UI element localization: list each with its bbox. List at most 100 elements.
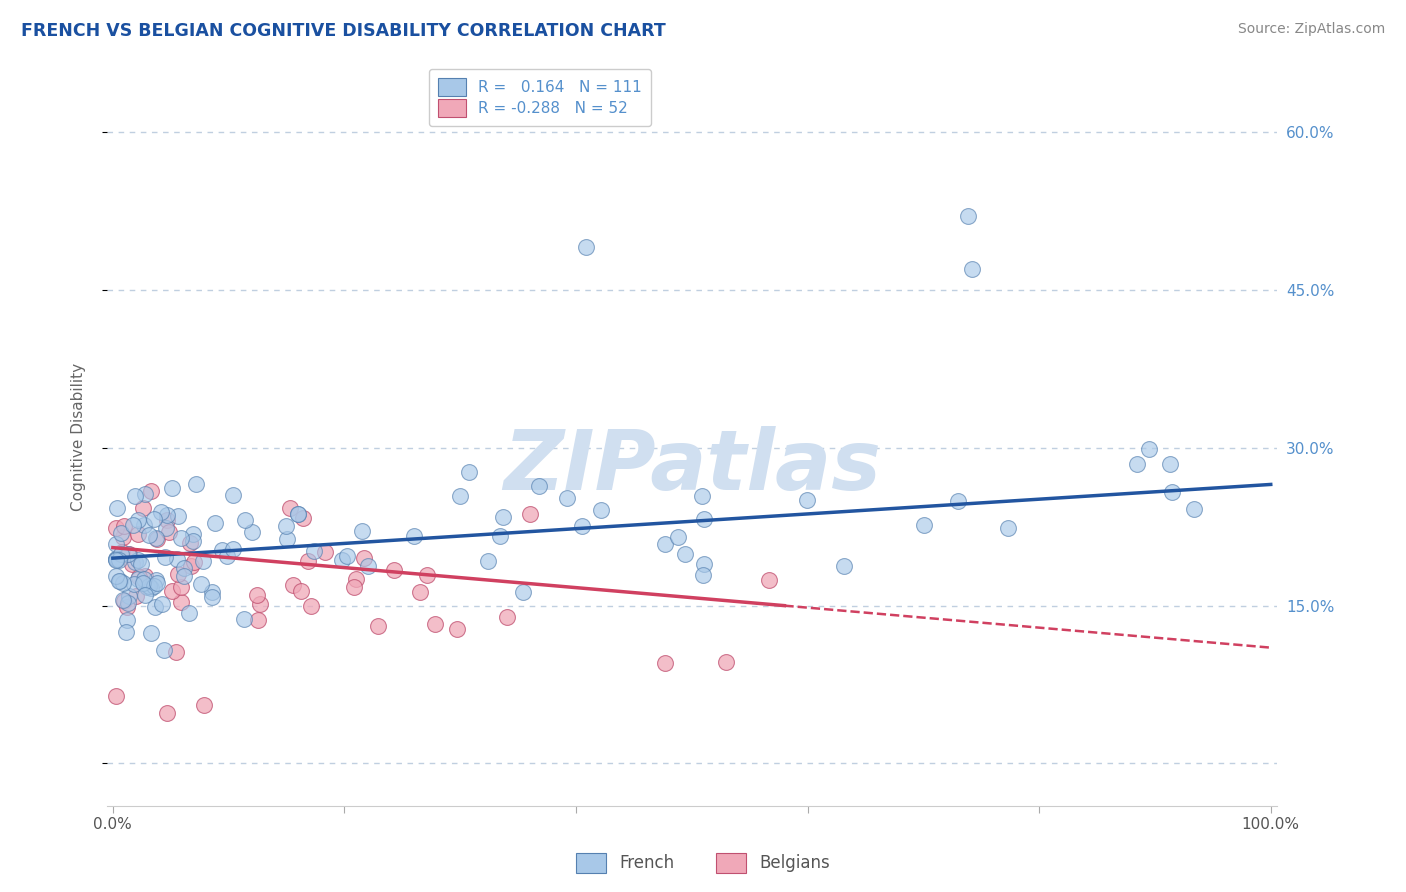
Point — [145, 531, 167, 545]
Point — [150, 597, 173, 611]
Point — [108, 574, 131, 589]
Point — [166, 567, 188, 582]
Point — [233, 612, 256, 626]
Point — [105, 552, 128, 566]
Point — [105, 690, 128, 704]
Point — [832, 558, 855, 573]
Point — [529, 478, 551, 492]
Point — [204, 516, 226, 530]
Point — [222, 541, 245, 556]
Point — [193, 554, 215, 568]
Point — [129, 557, 152, 571]
Point — [353, 551, 375, 566]
Point — [190, 577, 212, 591]
Text: ZIPatlas: ZIPatlas — [503, 426, 880, 507]
Point — [105, 553, 128, 567]
Point — [105, 552, 128, 566]
Point — [111, 530, 134, 544]
Point — [124, 555, 146, 569]
Point — [112, 519, 135, 533]
Point — [758, 573, 780, 587]
Point — [692, 567, 714, 582]
Point — [121, 557, 143, 571]
Point — [367, 619, 389, 633]
Point — [127, 553, 149, 567]
Point — [246, 613, 269, 627]
Point — [382, 563, 405, 577]
Point — [177, 606, 200, 620]
Point — [127, 573, 149, 587]
Point — [146, 532, 169, 546]
Point — [314, 545, 336, 559]
Point — [477, 553, 499, 567]
Point — [591, 503, 613, 517]
Point — [105, 569, 128, 583]
Point — [489, 529, 512, 543]
Point — [425, 617, 447, 632]
Point — [297, 553, 319, 567]
Point — [249, 598, 271, 612]
Point — [446, 622, 468, 636]
Point — [105, 552, 128, 566]
Y-axis label: Cognitive Disability: Cognitive Disability — [72, 363, 86, 511]
Point — [118, 548, 141, 562]
Point — [458, 465, 481, 479]
Point — [211, 543, 233, 558]
Point — [555, 491, 578, 506]
Point — [946, 493, 969, 508]
Point — [155, 550, 177, 565]
Point — [1182, 501, 1205, 516]
Point — [170, 595, 193, 609]
Point — [118, 589, 141, 603]
Point — [143, 600, 166, 615]
Point — [156, 706, 179, 720]
Point — [124, 589, 146, 603]
Point — [278, 500, 301, 515]
Point — [512, 584, 534, 599]
Point — [221, 488, 243, 502]
Point — [146, 575, 169, 590]
Point — [304, 544, 326, 558]
Point — [287, 507, 309, 521]
Point — [111, 575, 134, 590]
Point — [233, 513, 256, 527]
Point — [183, 555, 205, 569]
Point — [492, 510, 515, 524]
Point — [343, 580, 366, 594]
Point — [107, 574, 129, 589]
Point — [416, 567, 439, 582]
Point — [141, 626, 163, 640]
Point — [169, 531, 191, 545]
Point — [1137, 442, 1160, 456]
Point — [127, 513, 149, 527]
Point — [796, 492, 818, 507]
Point — [127, 527, 149, 541]
Point — [155, 508, 177, 523]
Point — [173, 569, 195, 583]
Point — [115, 613, 138, 627]
Point — [134, 588, 156, 602]
Text: Source: ZipAtlas.com: Source: ZipAtlas.com — [1237, 22, 1385, 37]
Point — [142, 512, 165, 526]
Point — [201, 585, 224, 599]
Point — [335, 549, 357, 563]
Point — [449, 490, 471, 504]
Point — [136, 580, 159, 594]
Point — [716, 655, 738, 669]
Point — [299, 599, 322, 613]
Point — [180, 559, 202, 574]
Point — [654, 537, 676, 551]
Point — [240, 525, 263, 540]
Text: FRENCH VS BELGIAN COGNITIVE DISABILITY CORRELATION CHART: FRENCH VS BELGIAN COGNITIVE DISABILITY C… — [21, 22, 666, 40]
Point — [201, 590, 224, 604]
Point — [121, 518, 143, 533]
Point — [1161, 485, 1184, 500]
Point — [132, 575, 155, 590]
Point — [574, 240, 596, 254]
Point — [107, 553, 129, 567]
Point — [134, 518, 156, 533]
Point — [404, 528, 426, 542]
Point — [179, 536, 201, 550]
Point — [132, 501, 155, 516]
Point — [160, 481, 183, 495]
